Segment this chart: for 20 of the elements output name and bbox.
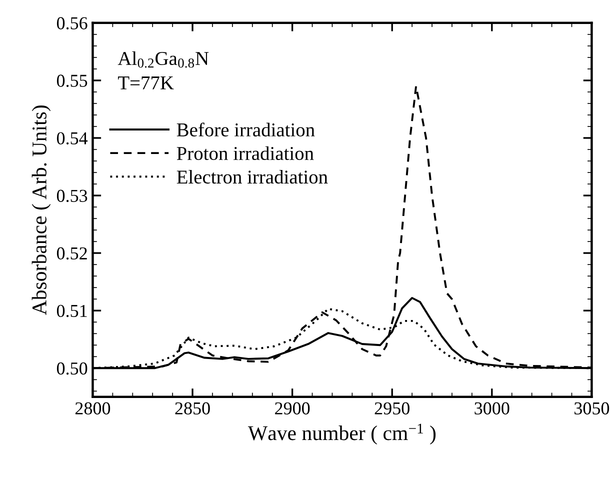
- x-tick-label: 2900: [275, 402, 310, 414]
- x-tick-label: 3000: [474, 402, 510, 414]
- y-tick-label: 0.54: [56, 132, 88, 144]
- y-tick-label: 0.50: [56, 362, 88, 375]
- y-axis-title: Absorbance ( Arb. Units): [32, 106, 51, 315]
- x-tick-label: 3050: [574, 402, 610, 414]
- y-tick-label: 0.55: [56, 74, 88, 87]
- y-tick-label: 0.53: [56, 190, 88, 202]
- y-tick-label: 0.51: [56, 304, 87, 318]
- x-axis-title: Wave number ( cm$^{−1}$ ): [248, 424, 436, 444]
- annotation: Al$_{0.2}$Ga$_{0.8}$N: [118, 51, 209, 68]
- legend-label: Before irradiation: [176, 122, 315, 136]
- y-tick-label: 0.56: [56, 17, 88, 30]
- x-tick-label: 2800: [75, 402, 110, 414]
- legend-label: Proton irradiation: [176, 146, 314, 160]
- x-tick-label: 2850: [175, 402, 210, 414]
- y-tick-label: 0.52: [56, 247, 87, 260]
- x-tick-label: 2950: [374, 402, 410, 414]
- legend-label: Electron irradiation: [176, 170, 328, 184]
- annotation: T=77K: [118, 76, 174, 90]
